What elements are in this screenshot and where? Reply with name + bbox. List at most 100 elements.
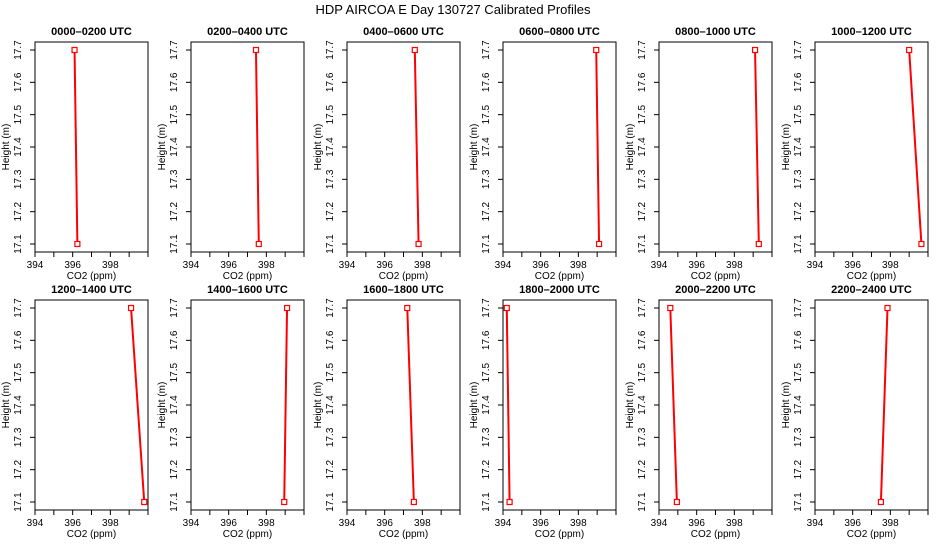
y-tick-label: 17.3 bbox=[325, 169, 336, 189]
y-tick-label: 17.2 bbox=[13, 201, 24, 221]
chart-panel: 2000–2200 UTC 394 396 398 17.1 17.2 17.3 17.4 17… bbox=[625, 284, 773, 540]
y-tick-label: 17.2 bbox=[169, 201, 180, 221]
x-axis-label: CO2 (ppm) bbox=[691, 271, 740, 282]
y-tick-label: 17.1 bbox=[13, 234, 24, 254]
data-point bbox=[755, 240, 762, 248]
y-tick-label: 17.4 bbox=[637, 137, 648, 157]
x-tick-label: 396 bbox=[376, 260, 393, 271]
x-tick-label: 398 bbox=[102, 260, 119, 271]
y-axis-label: Height (m) bbox=[781, 382, 792, 429]
y-tick-label: 17.6 bbox=[793, 330, 804, 350]
y-tick-label: 17.1 bbox=[793, 492, 804, 512]
y-tick-label: 17.7 bbox=[325, 40, 336, 60]
data-point bbox=[415, 240, 422, 248]
y-tick-label: 17.4 bbox=[169, 137, 180, 157]
y-tick-label: 17.6 bbox=[13, 330, 24, 350]
y-tick-label: 17.6 bbox=[481, 330, 492, 350]
y-tick-label: 17.6 bbox=[169, 330, 180, 350]
y-tick-label: 17.1 bbox=[637, 234, 648, 254]
y-axis-label: Height (m) bbox=[1, 124, 12, 171]
x-tick-label: 398 bbox=[882, 518, 899, 529]
series-line bbox=[254, 49, 260, 245]
y-tick-label: 17.5 bbox=[169, 104, 180, 124]
y-tick-label: 17.2 bbox=[325, 459, 336, 479]
y-tick-label: 17.6 bbox=[325, 72, 336, 92]
data-point bbox=[884, 304, 891, 312]
y-tick-label: 17.5 bbox=[325, 104, 336, 124]
data-point bbox=[503, 304, 510, 312]
y-tick-label: 17.2 bbox=[325, 201, 336, 221]
y-tick-label: 17.7 bbox=[169, 40, 180, 60]
data-point bbox=[252, 46, 260, 54]
y-tick-label: 17.3 bbox=[481, 169, 492, 189]
chart-panel: 2200–2400 UTC 394 396 398 17.1 17.2 17.3 17.4 17… bbox=[781, 284, 929, 540]
panel-title: 0000–0200 UTC bbox=[51, 26, 132, 38]
y-tick-label: 17.4 bbox=[637, 395, 648, 415]
data-point bbox=[281, 498, 288, 506]
x-axis-label: CO2 (ppm) bbox=[535, 529, 584, 540]
series-line bbox=[669, 307, 678, 503]
series-line bbox=[595, 49, 601, 245]
x-tick-label: 398 bbox=[414, 260, 431, 271]
y-tick-label: 17.7 bbox=[13, 298, 24, 318]
y-tick-label: 17.7 bbox=[793, 40, 804, 60]
chart-panel: 0200–0400 UTC 394 396 398 17.1 17.2 17.3 17.4 17… bbox=[157, 26, 305, 282]
x-tick-label: 398 bbox=[414, 518, 431, 529]
x-tick-label: 394 bbox=[651, 260, 668, 271]
x-axis-label: CO2 (ppm) bbox=[691, 529, 740, 540]
panel-title: 0800–1000 UTC bbox=[675, 26, 756, 38]
panel-title: 1600–1800 UTC bbox=[363, 284, 444, 296]
panel-title: 1400–1600 UTC bbox=[207, 284, 288, 296]
chart-panel: 0800–1000 UTC 394 396 398 17.1 17.2 17.3 17.4 17… bbox=[625, 26, 773, 282]
x-tick-label: 396 bbox=[844, 260, 861, 271]
y-tick-label: 17.2 bbox=[793, 201, 804, 221]
y-tick-label: 17.3 bbox=[793, 427, 804, 447]
y-tick-label: 17.1 bbox=[13, 492, 24, 512]
y-tick-label: 17.1 bbox=[169, 234, 180, 254]
y-axis-label: Height (m) bbox=[313, 382, 324, 429]
y-tick-label: 17.3 bbox=[169, 427, 180, 447]
y-axis-label: Height (m) bbox=[625, 124, 636, 171]
series-line bbox=[754, 49, 760, 245]
y-tick-label: 17.2 bbox=[13, 459, 24, 479]
y-tick-label: 17.5 bbox=[793, 362, 804, 382]
x-axis-label: CO2 (ppm) bbox=[535, 271, 584, 282]
x-tick-label: 394 bbox=[183, 260, 200, 271]
x-axis-label: CO2 (ppm) bbox=[379, 529, 428, 540]
x-tick-label: 398 bbox=[570, 518, 587, 529]
y-axis-label: Height (m) bbox=[469, 382, 480, 429]
data-point bbox=[127, 304, 135, 312]
chart-panel: 1800–2000 UTC 394 396 398 17.1 17.2 17.3 17.4 17… bbox=[469, 284, 617, 540]
x-tick-label: 396 bbox=[688, 260, 705, 271]
x-tick-label: 396 bbox=[532, 518, 549, 529]
data-point bbox=[410, 498, 417, 506]
y-tick-label: 17.1 bbox=[793, 234, 804, 254]
plot-frame bbox=[346, 41, 461, 253]
y-tick-label: 17.5 bbox=[637, 104, 648, 124]
data-point bbox=[906, 46, 913, 54]
y-tick-label: 17.1 bbox=[325, 234, 336, 254]
data-point bbox=[593, 46, 600, 54]
panel-title: 0200–0400 UTC bbox=[207, 26, 288, 38]
y-axis-label: Height (m) bbox=[157, 382, 168, 429]
y-tick-label: 17.5 bbox=[325, 362, 336, 382]
data-point bbox=[283, 304, 291, 312]
data-point bbox=[404, 304, 411, 312]
panel-grid: 0000–0200 UTC 394 396 398 17.1 17.2 17.3 17.4 17… bbox=[1, 26, 929, 540]
x-tick-label: 394 bbox=[339, 260, 356, 271]
x-tick-label: 394 bbox=[495, 260, 512, 271]
x-tick-label: 396 bbox=[64, 260, 81, 271]
y-tick-label: 17.7 bbox=[637, 298, 648, 318]
y-tick-label: 17.2 bbox=[481, 201, 492, 221]
x-tick-label: 396 bbox=[64, 518, 81, 529]
plot-frame bbox=[34, 299, 149, 511]
y-tick-label: 17.2 bbox=[637, 201, 648, 221]
panel-title: 1200–1400 UTC bbox=[51, 284, 132, 296]
y-tick-label: 17.4 bbox=[13, 395, 24, 415]
y-tick-label: 17.3 bbox=[13, 169, 24, 189]
y-tick-label: 17.5 bbox=[481, 362, 492, 382]
series-line bbox=[413, 49, 420, 245]
y-tick-label: 17.7 bbox=[169, 298, 180, 318]
y-tick-label: 17.5 bbox=[637, 362, 648, 382]
y-tick-label: 17.4 bbox=[325, 137, 336, 157]
